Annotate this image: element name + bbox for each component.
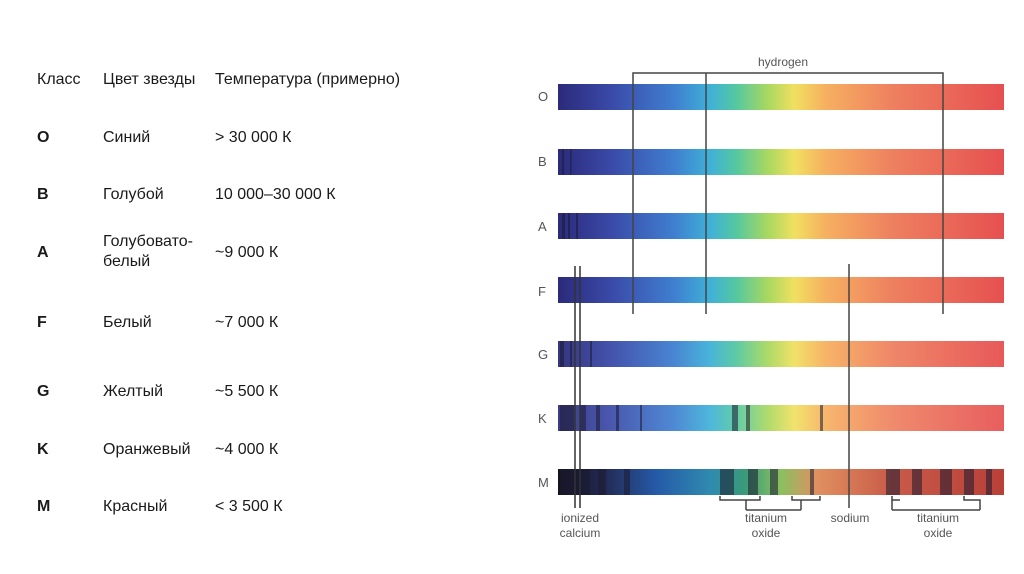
spectrum-label-o: O [538,89,548,104]
row-temp: ~4 000 К [215,441,279,458]
spectrum-label-k: K [538,411,547,426]
titanium-oxide-label-1: titanium oxide [745,511,787,540]
header-star-color: Цвет звезды [103,71,196,88]
spectrum-label-m: M [538,475,549,490]
stellar-spectra-diagram: O B A F G K M hydrogen ionized calcium [538,55,1004,540]
spectrum-label-f: F [538,284,546,299]
row-temp: ~9 000 К [215,244,279,261]
ionized-calcium-lines [574,266,581,508]
row-class: O [37,129,50,146]
spectrum-bar-g [558,341,1004,367]
hydrogen-lines [632,72,944,314]
row-color: Красный [103,498,168,515]
row-color: Желтый [103,383,164,400]
titanium-oxide-bracket-1 [719,496,821,511]
titanium-oxide-bracket-2 [891,496,981,511]
row-class: K [37,441,49,458]
row-temp: ~7 000 К [215,314,279,331]
spectrum-bar-a [558,213,1004,239]
row-class: A [37,244,49,261]
row-temp: 10 000–30 000 К [215,186,336,203]
row-class: B [37,186,49,203]
spectrum-label-a: A [538,219,547,234]
row-class: F [37,314,47,331]
row-color: Голубой [103,186,164,203]
spectrum-bar-b [558,149,1004,175]
spectrum-bar-o [558,84,1004,110]
row-color: Голубовато-белый [103,233,193,270]
row-temp: < 3 500 К [215,498,283,515]
titanium-oxide-label-2: titanium oxide [917,511,959,540]
row-temp: ~5 500 К [215,383,279,400]
row-class: G [37,383,50,400]
ionized-calcium-label: ionized calcium [560,511,601,540]
absorption-lines [560,149,992,495]
row-color: Оранжевый [103,441,191,458]
spectrum-bar-m [558,469,1004,495]
spectral-class-table: Класс Цвет звезды Температура (примерно)… [37,71,401,515]
row-class: M [37,498,51,515]
row-color: Белый [103,314,152,331]
spectrum-label-b: B [538,154,547,169]
header-class: Класс [37,71,81,88]
spectrum-bar-k [558,405,1004,431]
spectrum-label-g: G [538,347,548,362]
row-temp: > 30 000 К [215,129,292,146]
hydrogen-label: hydrogen [758,55,808,69]
spectrum-bar-f [558,277,1004,303]
sodium-label: sodium [831,511,870,525]
header-temperature: Температура (примерно) [215,71,401,88]
row-color: Синий [103,129,151,146]
